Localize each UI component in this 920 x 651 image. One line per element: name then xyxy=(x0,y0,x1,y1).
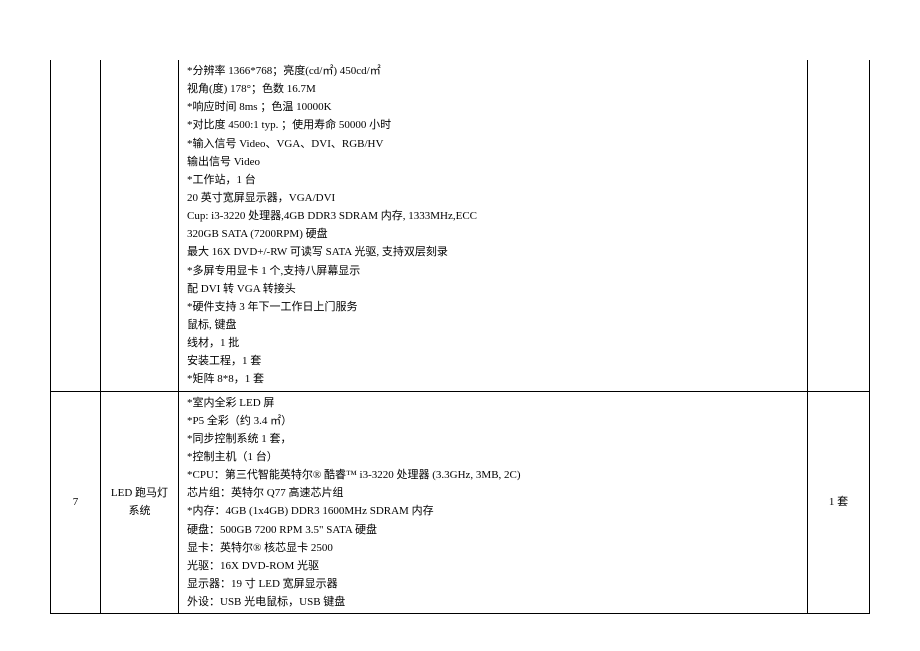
spec-line: 输出信号 Video xyxy=(187,153,799,171)
spec-line: *室内全彩 LED 屏 xyxy=(187,394,799,412)
spec-line: *硬件支持 3 年下一工作日上门服务 xyxy=(187,298,799,316)
cell-quantity: 1 套 xyxy=(808,391,870,614)
spec-line: *P5 全彩（约 3.4 ㎡） xyxy=(187,412,799,430)
cell-specifications: *分辨率 1366*768；亮度(cd/㎡) 450cd/㎡视角(度) 178°… xyxy=(179,60,808,391)
cell-specifications: *室内全彩 LED 屏*P5 全彩（约 3.4 ㎡）*同步控制系统 1 套，*控… xyxy=(179,391,808,614)
specification-table: *分辨率 1366*768；亮度(cd/㎡) 450cd/㎡视角(度) 178°… xyxy=(50,60,870,614)
spec-line: *矩阵 8*8，1 套 xyxy=(187,370,799,388)
table-row: *分辨率 1366*768；亮度(cd/㎡) 450cd/㎡视角(度) 178°… xyxy=(51,60,870,391)
spec-line: 20 英寸宽屏显示器，VGA/DVI xyxy=(187,189,799,207)
spec-line: 配 DVI 转 VGA 转接头 xyxy=(187,280,799,298)
spec-line: *工作站，1 台 xyxy=(187,171,799,189)
spec-line: 视角(度) 178°；色数 16.7M xyxy=(187,80,799,98)
spec-line: *输入信号 Video、VGA、DVI、RGB/HV xyxy=(187,135,799,153)
spec-line: 显示器：19 寸 LED 宽屏显示器 xyxy=(187,575,799,593)
spec-line: *控制主机（1 台） xyxy=(187,448,799,466)
spec-line: 鼠标, 键盘 xyxy=(187,316,799,334)
spec-line: *同步控制系统 1 套， xyxy=(187,430,799,448)
cell-number: 7 xyxy=(51,391,101,614)
spec-line: *多屏专用显卡 1 个,支持八屏幕显示 xyxy=(187,262,799,280)
spec-line: 硬盘：500GB 7200 RPM 3.5" SATA 硬盘 xyxy=(187,521,799,539)
cell-item-name xyxy=(101,60,179,391)
document-page: *分辨率 1366*768；亮度(cd/㎡) 450cd/㎡视角(度) 178°… xyxy=(0,0,920,634)
spec-line: *对比度 4500:1 typ. ；使用寿命 50000 小时 xyxy=(187,116,799,134)
spec-line: 芯片组：英特尔 Q77 高速芯片组 xyxy=(187,484,799,502)
spec-line: *分辨率 1366*768；亮度(cd/㎡) 450cd/㎡ xyxy=(187,62,799,80)
spec-line: 外设：USB 光电鼠标，USB 键盘 xyxy=(187,593,799,611)
spec-line: Cup: i3-3220 处理器,4GB DDR3 SDRAM 内存, 1333… xyxy=(187,207,799,225)
spec-line: 320GB SATA (7200RPM) 硬盘 xyxy=(187,225,799,243)
spec-line: 最大 16X DVD+/-RW 可读写 SATA 光驱, 支持双层刻录 xyxy=(187,243,799,261)
cell-item-name: LED 跑马灯系统 xyxy=(101,391,179,614)
spec-line: *CPU：第三代智能英特尔® 酷睿™ i3-3220 处理器 (3.3GHz, … xyxy=(187,466,799,484)
spec-line: 线材，1 批 xyxy=(187,334,799,352)
cell-number xyxy=(51,60,101,391)
spec-line: *内存：4GB (1x4GB) DDR3 1600MHz SDRAM 内存 xyxy=(187,502,799,520)
spec-line: *响应时间 8ms ；色温 10000K xyxy=(187,98,799,116)
spec-line: 安装工程，1 套 xyxy=(187,352,799,370)
spec-line: 显卡：英特尔® 核芯显卡 2500 xyxy=(187,539,799,557)
spec-line: 光驱：16X DVD-ROM 光驱 xyxy=(187,557,799,575)
cell-quantity xyxy=(808,60,870,391)
table-row: 7LED 跑马灯系统*室内全彩 LED 屏*P5 全彩（约 3.4 ㎡）*同步控… xyxy=(51,391,870,614)
